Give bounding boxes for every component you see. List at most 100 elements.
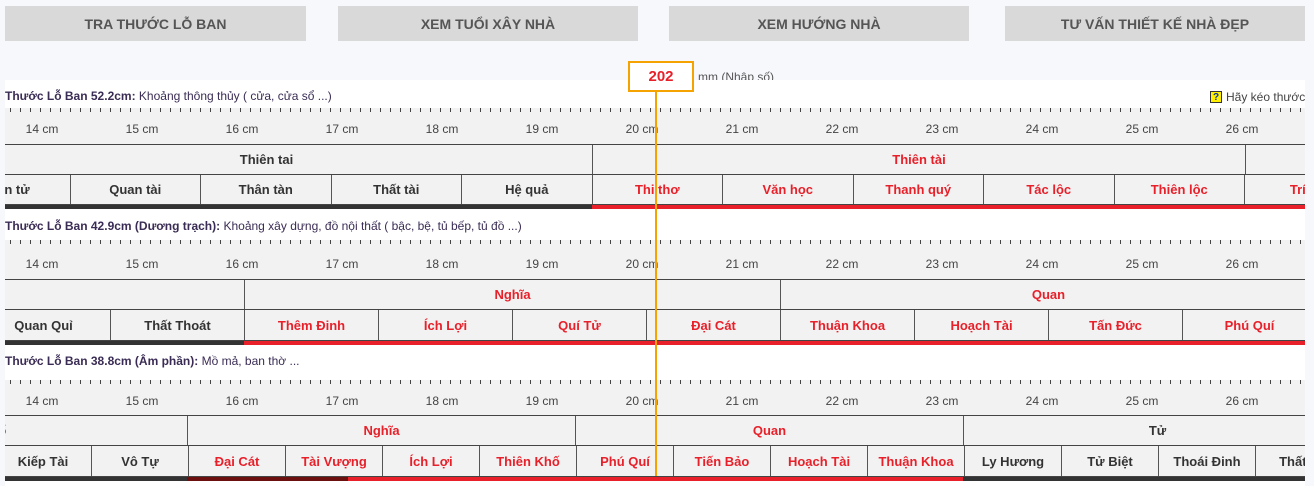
ruler-tick — [50, 240, 51, 244]
ruler-tick — [1070, 240, 1071, 244]
ruler-tick — [20, 240, 21, 244]
ruler-tick — [200, 108, 201, 112]
ruler-cell: Thất tài — [330, 175, 462, 204]
ruler-tick — [1110, 380, 1111, 384]
ruler-tick — [120, 240, 121, 244]
ruler-tick — [1080, 240, 1081, 244]
ruler-tick — [280, 108, 281, 112]
good-bar — [592, 205, 1305, 209]
ruler-tick — [1020, 380, 1021, 384]
ruler-cell: Thuận Khoa — [780, 310, 914, 340]
ruler-tick — [1150, 108, 1151, 112]
ruler-tick — [370, 240, 371, 244]
cm-label: 26 cm — [1225, 122, 1259, 136]
ruler-tick — [1280, 240, 1281, 244]
ruler-tick — [380, 380, 381, 384]
nav-tu-van-thiet-ke[interactable]: TƯ VẤN THIẾT KẾ NHÀ ĐẸP — [1005, 6, 1305, 41]
ruler-tick — [820, 380, 821, 384]
ruler-tick — [780, 108, 781, 112]
ruler-tick — [1060, 380, 1061, 384]
ruler-cell: Thoái Đinh — [1158, 446, 1255, 476]
ruler-cell: Thanh quý — [852, 175, 984, 204]
cm-label: 17 cm — [325, 257, 359, 271]
ruler-tick — [1200, 108, 1201, 112]
ruler-tick — [350, 380, 351, 384]
ruler-tick — [660, 108, 661, 112]
ruler-tick — [820, 108, 821, 112]
ruler-tick — [490, 108, 491, 112]
ruler-cell: Tử Biệt — [1061, 446, 1158, 476]
ruler-tick — [220, 380, 221, 384]
ruler-tick — [120, 108, 121, 112]
ruler-tick — [710, 240, 711, 244]
ruler-tick — [920, 108, 921, 112]
cm-label: 23 cm — [925, 257, 959, 271]
ruler-tick — [1040, 240, 1041, 244]
ruler-tick — [530, 380, 531, 384]
measurement-input[interactable]: 202 — [628, 61, 694, 92]
ruler-tick — [390, 108, 391, 112]
cm-label: 25 cm — [1125, 394, 1159, 408]
ruler-tick — [780, 380, 781, 384]
ruler-tick — [180, 108, 181, 112]
ruler-tick — [1150, 380, 1151, 384]
ruler-tick — [750, 380, 751, 384]
ruler-tick — [850, 240, 851, 244]
ruler-tick — [1020, 108, 1021, 112]
help-icon: ? — [1210, 91, 1222, 103]
ruler-tick — [160, 108, 161, 112]
ruler-tick — [340, 108, 341, 112]
ruler-tick — [500, 380, 501, 384]
cm-label: 15 cm — [125, 394, 159, 408]
ruler-tick — [200, 240, 201, 244]
ruler-tick — [1100, 240, 1101, 244]
nav-tra-thuoc-lo-ban[interactable]: TRA THƯỚC LỖ BAN — [5, 6, 306, 41]
ruler-tick — [1160, 380, 1161, 384]
ruler-tick — [1140, 380, 1141, 384]
nav-xem-huong-nha[interactable]: XEM HƯỚNG NHÀ — [669, 6, 969, 41]
nav-xem-tuoi-xay-nha[interactable]: XEM TUỔI XÂY NHÀ — [338, 6, 638, 41]
ruler-marker-handle[interactable] — [655, 92, 657, 476]
ruler-tick — [840, 240, 841, 244]
ruler-tick — [540, 108, 541, 112]
ruler-tick — [1110, 240, 1111, 244]
ruler-tick — [730, 380, 731, 384]
ruler-tick — [440, 108, 441, 112]
ruler-tick — [580, 240, 581, 244]
ruler-tick — [540, 380, 541, 384]
ruler-tick — [150, 240, 151, 244]
ruler-tick — [950, 108, 951, 112]
ruler-tick — [820, 240, 821, 244]
ruler-tick — [600, 380, 601, 384]
cm-label: 21 cm — [725, 394, 759, 408]
ruler-tick — [60, 240, 61, 244]
ruler-tick — [440, 380, 441, 384]
ruler-tick — [790, 240, 791, 244]
ruler-tick — [600, 108, 601, 112]
group-cell — [1245, 145, 1305, 174]
cm-label: 20 cm — [625, 394, 659, 408]
ruler-tick — [1010, 108, 1011, 112]
ruler-tick — [800, 240, 801, 244]
ruler-tick — [420, 108, 421, 112]
ruler-tick — [480, 240, 481, 244]
ruler-tick — [870, 380, 871, 384]
ruler-tick — [970, 380, 971, 384]
ruler-tick — [780, 240, 781, 244]
ruler-tick — [1170, 108, 1171, 112]
ruler-cell: Tài Vượng — [285, 446, 382, 476]
ruler-tick — [610, 380, 611, 384]
ruler-tick — [1090, 108, 1091, 112]
ruler-tick — [140, 240, 141, 244]
ruler-tick — [1260, 240, 1261, 244]
ruler-tick — [990, 240, 991, 244]
ruler-tick — [910, 380, 911, 384]
ruler-tick — [470, 240, 471, 244]
ruler-tick — [900, 380, 901, 384]
cm-label: 26 cm — [1225, 257, 1259, 271]
ruler-tick — [130, 380, 131, 384]
ruler-cell: Đại Cát — [646, 310, 780, 340]
group-cell: Thiên tài — [592, 145, 1245, 174]
ruler-tick — [890, 108, 891, 112]
ruler-tick — [80, 380, 81, 384]
